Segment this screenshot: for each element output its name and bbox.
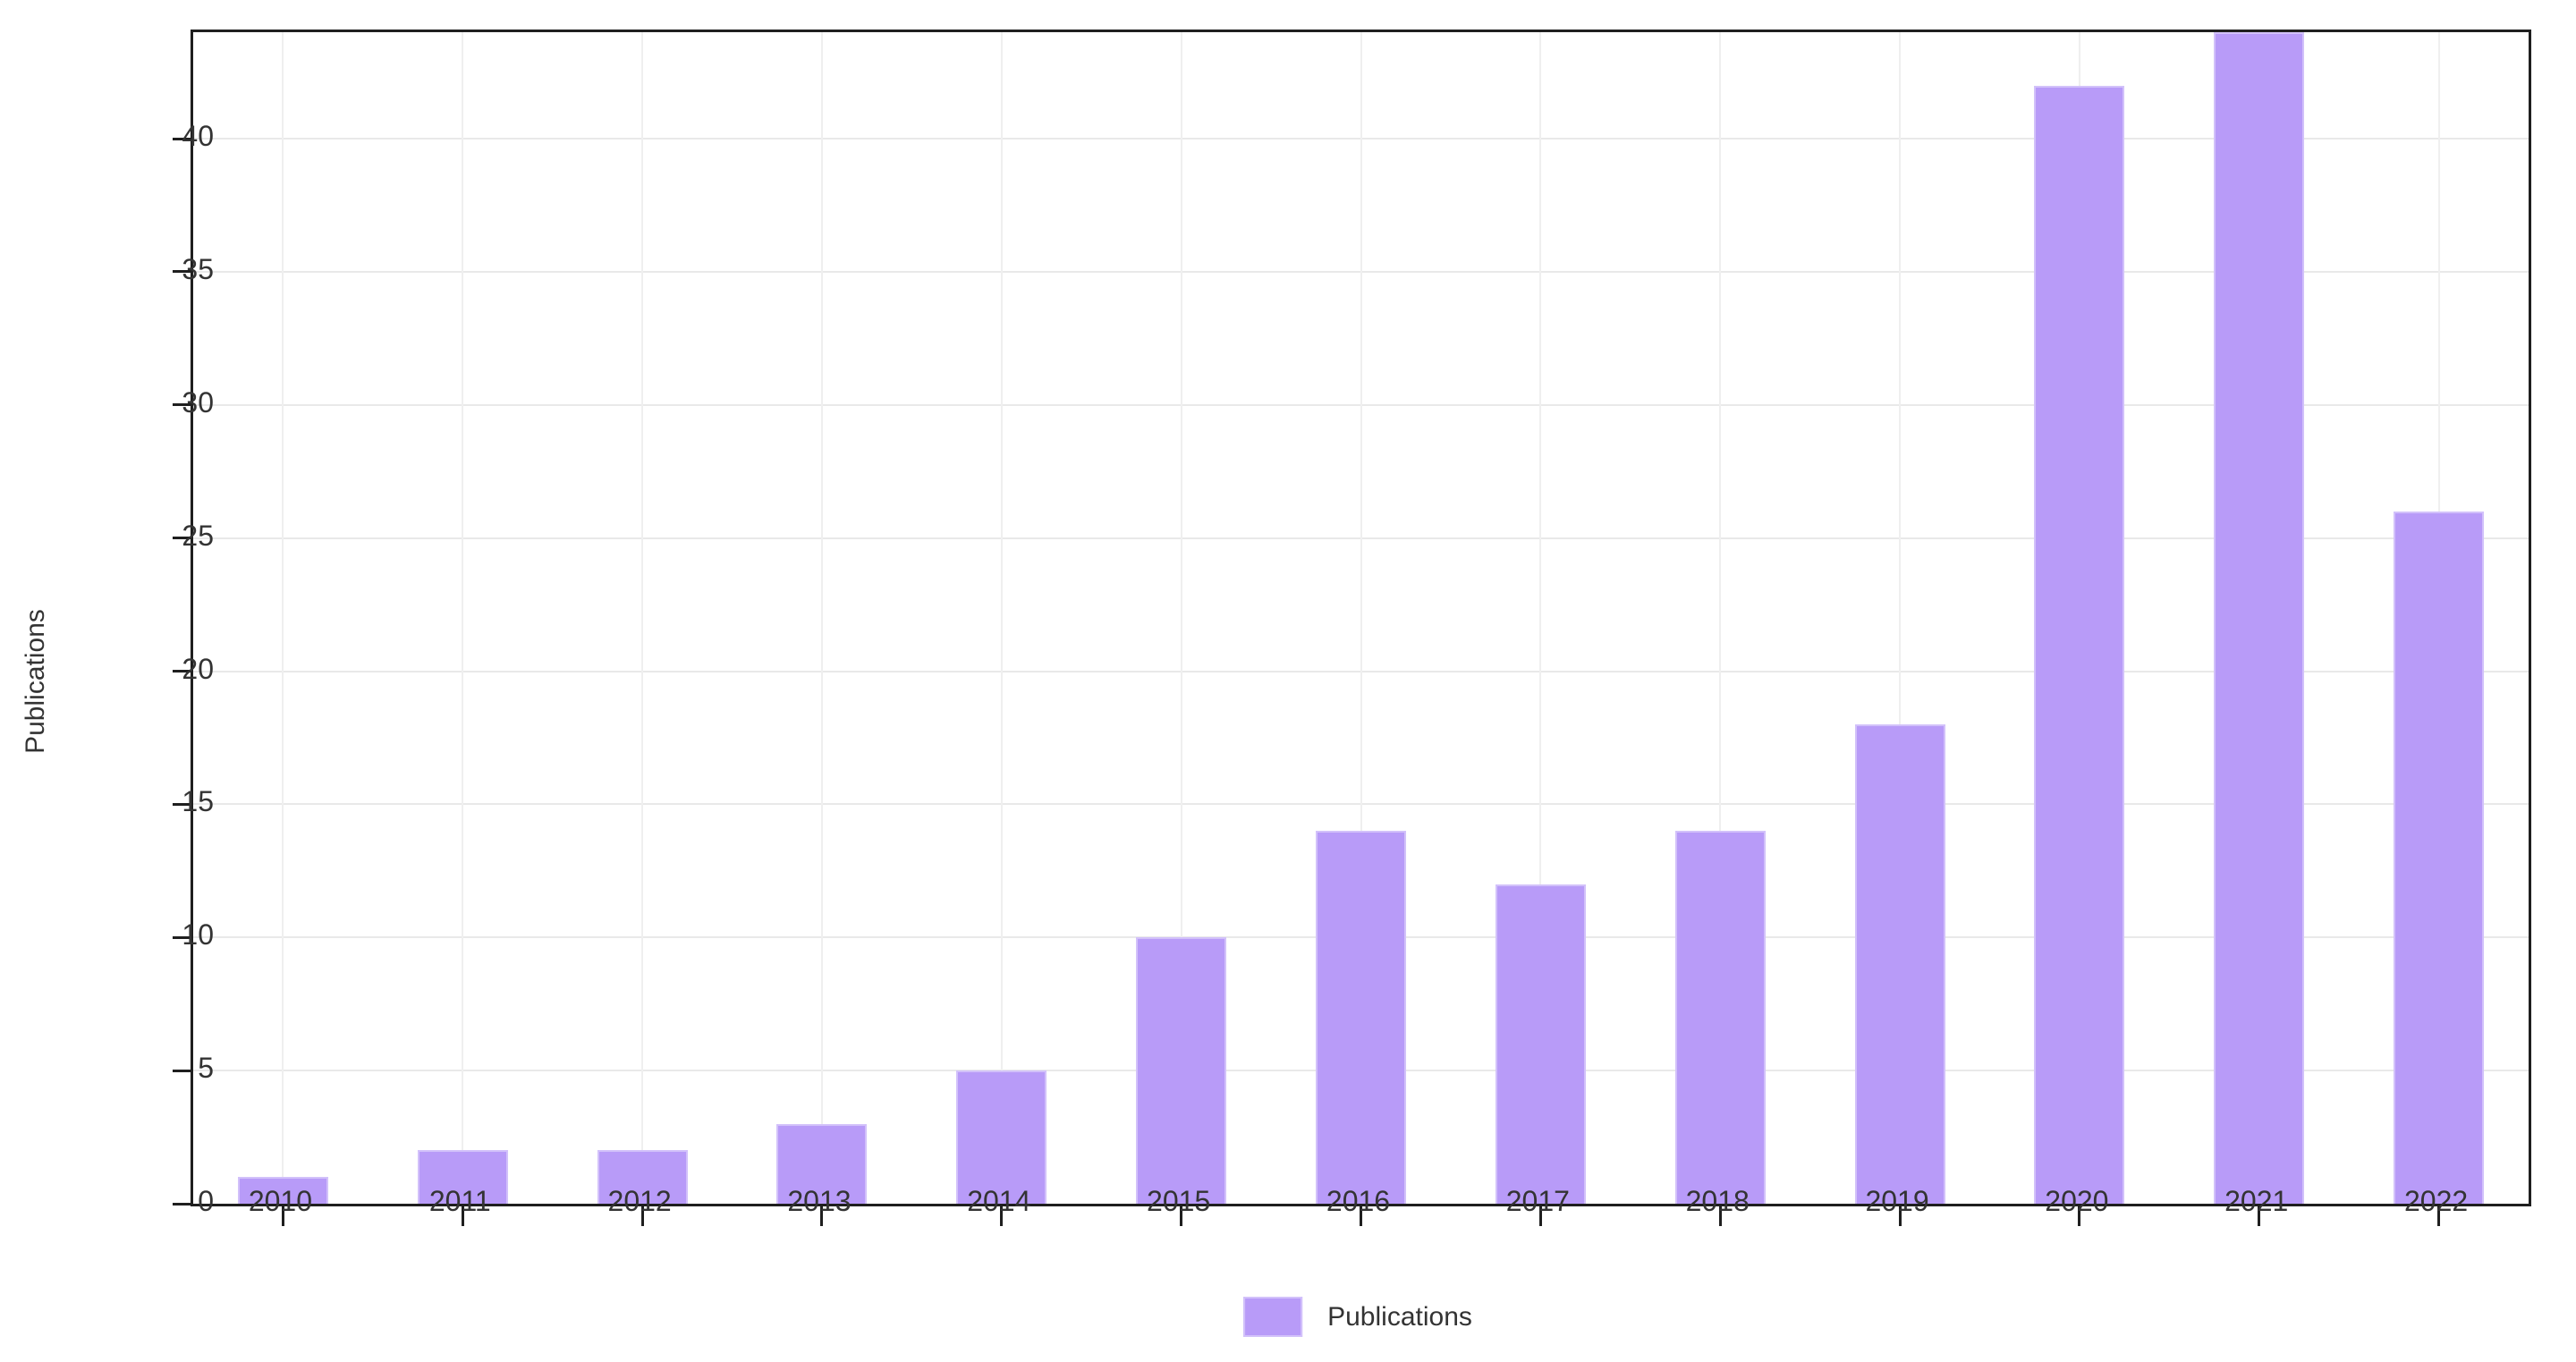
x-gridline-2019 [1899,32,1902,1204]
y-tick-20 [173,670,191,673]
bar-2013[interactable] [776,1123,868,1204]
y-tick-label-30: 30 [182,385,214,419]
x-gridline-2013 [820,32,823,1204]
bar-2016[interactable] [1316,831,1406,1204]
legend-item-publications[interactable]: Publications [1243,1297,1472,1337]
x-tick-label-2013: 2013 [787,1185,852,1217]
x-tick-label-2018: 2018 [1685,1185,1750,1217]
y-tick-5 [173,1069,191,1072]
y-tick-label-0: 0 [198,1185,214,1217]
x-tick-2020 [2078,1206,2081,1226]
y-tick-label-20: 20 [182,652,214,685]
x-tick-2021 [2258,1206,2261,1226]
x-tick-2019 [1898,1206,1902,1226]
bar-2022[interactable] [2394,511,2485,1204]
x-tick-2014 [1000,1206,1004,1226]
y-tick-35 [173,270,191,274]
x-tick-label-2017: 2017 [1505,1185,1570,1217]
y-tick-label-40: 40 [182,120,214,153]
legend-swatch [1243,1297,1303,1337]
x-tick-2017 [1538,1206,1542,1226]
bar-2019[interactable] [1854,724,1945,1204]
y-tick-label-35: 35 [182,252,214,285]
x-tick-label-2021: 2021 [2224,1185,2289,1217]
x-tick-label-2015: 2015 [1147,1185,1211,1217]
bar-2012[interactable] [597,1150,688,1204]
bar-2021[interactable] [2214,32,2305,1204]
x-gridline-2010 [282,32,284,1204]
x-tick-label-2020: 2020 [2045,1185,2109,1217]
x-tick-2011 [461,1206,464,1226]
x-tick-label-2019: 2019 [1865,1185,1929,1217]
legend-label: Publications [1327,1301,1472,1332]
bar-2015[interactable] [1136,937,1227,1204]
y-tick-30 [173,403,191,407]
y-tick-25 [173,537,191,540]
x-tick-label-2016: 2016 [1326,1185,1391,1217]
bar-2018[interactable] [1674,831,1766,1204]
x-tick-2012 [640,1206,644,1226]
x-tick-2022 [2437,1206,2441,1226]
bar-2011[interactable] [417,1150,508,1204]
y-tick-label-5: 5 [198,1052,214,1085]
x-gridline-2014 [1000,32,1003,1204]
y-tick-15 [173,802,191,806]
x-tick-label-2012: 2012 [607,1185,672,1217]
x-gridline-2017 [1539,32,1542,1204]
x-tick-2015 [1180,1206,1183,1226]
x-tick-label-2011: 2011 [428,1185,491,1217]
y-tick-label-15: 15 [182,785,214,818]
y-tick-label-10: 10 [182,918,214,952]
plot-area [173,30,2531,1226]
y-tick-0 [173,1202,191,1205]
bar-2014[interactable] [956,1070,1047,1204]
x-gridline-2018 [1719,32,1722,1204]
x-tick-2010 [281,1206,284,1226]
x-tick-2018 [1718,1206,1722,1226]
y-tick-40 [173,137,191,140]
x-tick-label-2022: 2022 [2403,1185,2469,1217]
y-tick-label-25: 25 [182,519,214,552]
bar-2017[interactable] [1495,884,1586,1204]
x-tick-2016 [1360,1206,1362,1226]
x-tick-2013 [820,1206,824,1226]
bar-2020[interactable] [2034,85,2125,1204]
bar-2010[interactable] [237,1177,328,1204]
x-gridline-2011 [462,32,464,1204]
x-gridline-2015 [1180,32,1182,1204]
x-tick-label-2014: 2014 [967,1185,1031,1217]
x-tick-label-2010: 2010 [248,1185,313,1217]
y-tick-10 [173,935,191,939]
x-gridline-2012 [641,32,644,1204]
x-gridline-2016 [1360,32,1362,1204]
